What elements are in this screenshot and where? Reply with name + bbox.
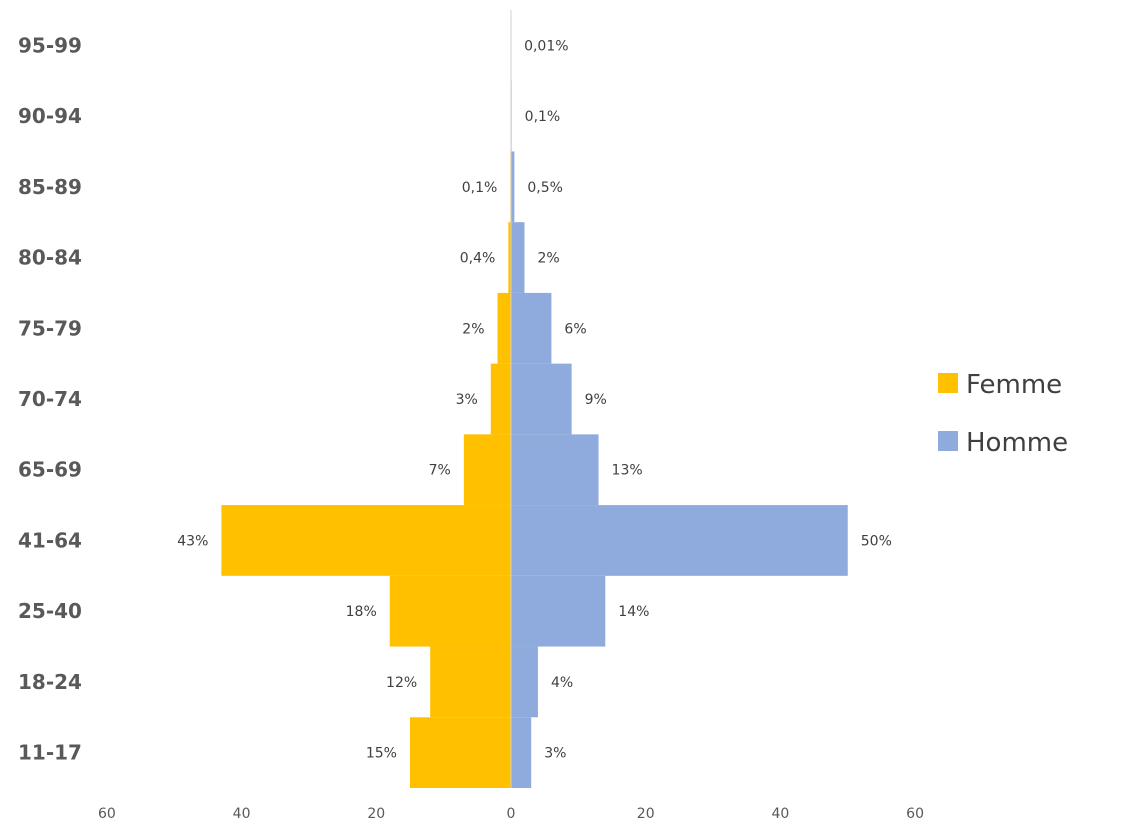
x-tick-label: 60 <box>906 806 924 822</box>
data-label-femme: 43% <box>177 533 208 549</box>
category-label: 85-89 <box>18 175 82 199</box>
category-label: 11-17 <box>18 741 82 765</box>
category-label: 80-84 <box>18 246 82 270</box>
category-label: 41-64 <box>18 528 82 552</box>
data-label-homme: 0,01% <box>524 38 568 54</box>
bar-homme-25-40 <box>511 575 606 647</box>
data-label-homme: 14% <box>618 604 649 620</box>
data-label-homme: 9% <box>585 392 607 408</box>
data-label-femme: 0,1% <box>462 180 498 196</box>
x-tick-label: 40 <box>771 806 789 822</box>
data-label-femme: 2% <box>462 321 484 337</box>
bar-femme-75-79 <box>497 292 511 364</box>
x-tick-label: 20 <box>637 806 655 822</box>
data-label-femme: 18% <box>346 604 377 620</box>
bar-femme-41-64 <box>221 505 511 576</box>
data-label-femme: 12% <box>386 675 417 691</box>
bar-homme-70-74 <box>511 363 572 435</box>
data-label-femme: 3% <box>456 392 478 408</box>
legend-label-femme: Femme <box>966 370 1062 400</box>
bar-femme-11-17 <box>409 717 511 788</box>
data-label-homme: 6% <box>564 321 586 337</box>
data-labels: 0,01% 0,1% 0,1% 0,5% 0,4% 2% 2% 6% 3% 9% 7% 13% 43% 5… <box>177 38 892 761</box>
legend-label-homme: Homme <box>966 428 1068 458</box>
bar-homme-18-24 <box>511 646 538 718</box>
x-tick-label: 0 <box>507 806 516 822</box>
x-tick-label: 40 <box>233 806 251 822</box>
bar-homme-80-84 <box>511 222 525 293</box>
legend: Femme Homme <box>938 370 1068 458</box>
data-label-homme: 0,5% <box>527 180 563 196</box>
data-label-homme: 50% <box>861 533 892 549</box>
data-label-homme: 0,1% <box>525 109 561 125</box>
category-labels: 95-99 90-94 85-89 80-84 75-79 70-74 65-69 41-64… <box>18 33 82 764</box>
bar-homme-11-17 <box>511 717 532 788</box>
data-label-homme: 3% <box>544 746 566 762</box>
bar-femme-65-69 <box>463 434 511 506</box>
bar-homme-75-79 <box>511 292 552 364</box>
legend-swatch-femme <box>938 373 958 393</box>
bar-homme-65-69 <box>511 434 599 506</box>
bar-femme-80-84 <box>508 222 511 293</box>
category-label: 65-69 <box>18 458 82 482</box>
data-label-femme: 0,4% <box>460 251 496 267</box>
data-label-homme: 4% <box>551 675 573 691</box>
data-label-femme: 15% <box>366 746 397 762</box>
data-label-homme: 13% <box>612 463 643 479</box>
category-label: 95-99 <box>18 33 82 57</box>
legend-swatch-homme <box>938 431 958 451</box>
data-label-homme: 2% <box>537 251 559 267</box>
category-label: 75-79 <box>18 316 82 340</box>
category-label: 90-94 <box>18 104 82 128</box>
bar-femme-18-24 <box>430 646 511 718</box>
data-label-femme: 7% <box>429 463 451 479</box>
x-axis-ticks: 60 40 20 0 20 40 60 <box>98 806 924 822</box>
bar-femme-70-74 <box>490 363 511 435</box>
x-tick-label: 60 <box>98 806 116 822</box>
category-label: 25-40 <box>18 599 82 623</box>
x-tick-label: 20 <box>367 806 385 822</box>
bar-homme-41-64 <box>511 505 848 576</box>
category-label: 70-74 <box>18 387 82 411</box>
bars-group <box>221 10 848 788</box>
bar-femme-25-40 <box>389 575 511 647</box>
bar-homme-85-89 <box>511 151 515 223</box>
category-label: 18-24 <box>18 670 82 694</box>
